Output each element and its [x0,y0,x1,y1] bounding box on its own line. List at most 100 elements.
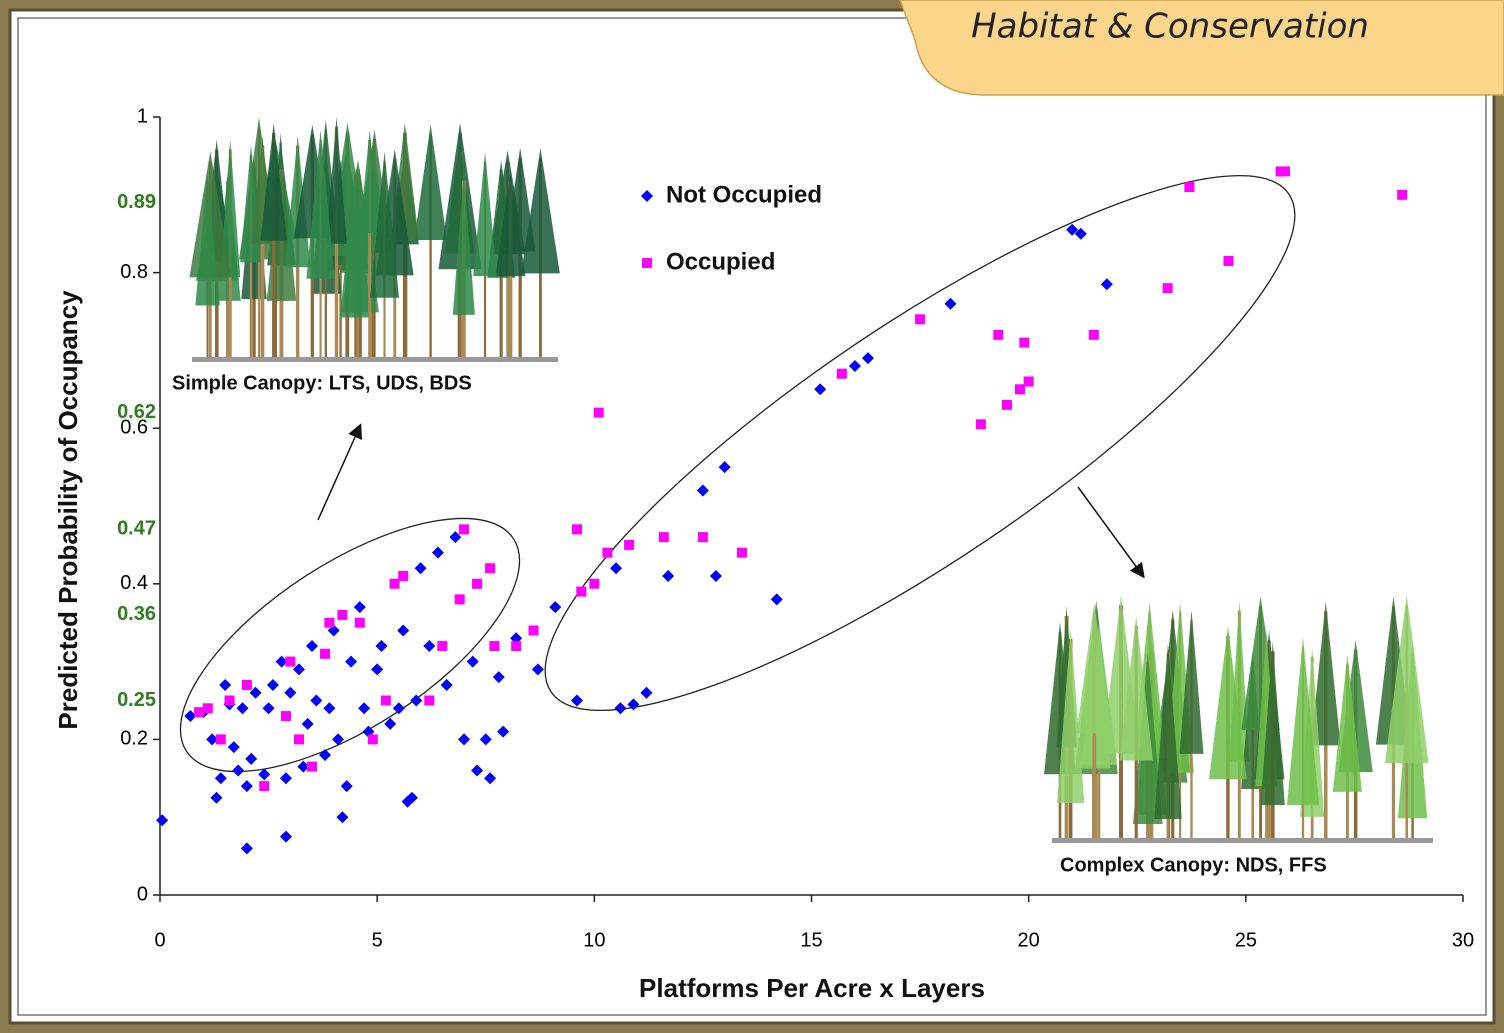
data-point [284,686,297,699]
tree-crown [339,167,372,318]
data-point [528,625,539,636]
data-point [944,297,957,310]
cluster-ellipse [179,517,521,773]
data-point [848,359,861,372]
data-point [194,707,205,718]
header-tab-text: Habitat & Conservation [971,7,1369,47]
data-point [466,655,479,668]
data-point [431,546,444,559]
tree-crown [1260,641,1285,805]
data-point [397,624,410,637]
tree-crown [195,172,220,306]
y-tick-label: 0.8 [120,261,148,283]
header-tab [899,0,1504,96]
highlight-tick-label: 0.36 [117,603,156,625]
data-point [156,814,169,827]
highlight-tick-label: 0.62 [117,401,156,423]
data-point [975,419,986,430]
data-point [292,663,305,676]
data-point [1019,337,1030,348]
data-point [345,655,358,668]
tree-crown [473,151,497,276]
data-point [993,329,1004,340]
data-point [1066,223,1079,236]
x-tick-label: 20 [1018,929,1040,951]
data-point [861,352,874,365]
data-point [293,734,304,745]
data-point [375,640,388,653]
x-axis-title: Platforms Per Acre x Layers [639,973,985,1003]
data-point [371,663,384,676]
data-point [511,641,522,652]
tree-crown [1119,615,1153,761]
tree-illustrations [189,116,1433,843]
data-point [492,671,505,684]
data-point [485,563,496,574]
data-point [206,733,219,746]
tree-crown [369,151,400,298]
data-point [627,698,640,711]
data-point [332,733,345,746]
data-point [718,461,731,474]
y-tick-label: 0 [137,883,148,905]
data-point [814,383,827,396]
data-point [1088,329,1099,340]
data-point [610,562,623,575]
data-point [458,733,471,746]
data-point [319,748,332,761]
data-point [471,764,484,777]
data-point [279,772,292,785]
data-point [697,532,708,543]
data-point [398,571,409,582]
data-point [240,780,253,793]
tree-crown [1057,628,1085,803]
data-point [224,695,235,706]
cluster-ellipse [544,174,1296,712]
data-point [241,679,252,690]
data-point [1014,384,1025,395]
data-point [227,741,240,754]
ground [1052,838,1433,843]
data-point [1397,189,1408,200]
data-point [384,717,397,730]
data-point [336,811,349,824]
tree-crown [1076,603,1113,734]
data-point [306,640,319,653]
data-point [1162,283,1173,294]
tree-crown [414,124,447,240]
data-point [340,780,353,793]
data-point [410,694,423,707]
x-tick-label: 10 [583,929,605,951]
highlight-tick-label: 0.89 [117,191,156,213]
data-point [915,314,926,325]
data-point [310,694,323,707]
tree-crown [495,171,526,277]
tree-crown [521,148,560,274]
y-tick-label: 0.2 [120,728,148,750]
ground [192,357,558,362]
data-point [232,764,245,777]
tree-crown [1332,654,1362,792]
tree-crown [452,170,475,315]
data-point [323,702,336,715]
y-tick-label: 0.4 [120,572,148,594]
data-point [219,678,232,691]
data-point [709,570,722,583]
legend-label: Not Occupied [666,181,822,208]
data-point [279,830,292,843]
data-point [202,703,213,714]
data-point [1100,278,1113,291]
data-point [836,368,847,379]
data-point [320,648,331,659]
data-point [285,656,296,667]
data-point [337,609,348,620]
data-point [297,760,310,773]
data-point [1184,182,1195,193]
data-point [380,695,391,706]
data-point [640,686,653,699]
data-point [423,640,436,653]
data-point [353,601,366,614]
data-point [1074,227,1087,240]
arrow [317,423,362,521]
